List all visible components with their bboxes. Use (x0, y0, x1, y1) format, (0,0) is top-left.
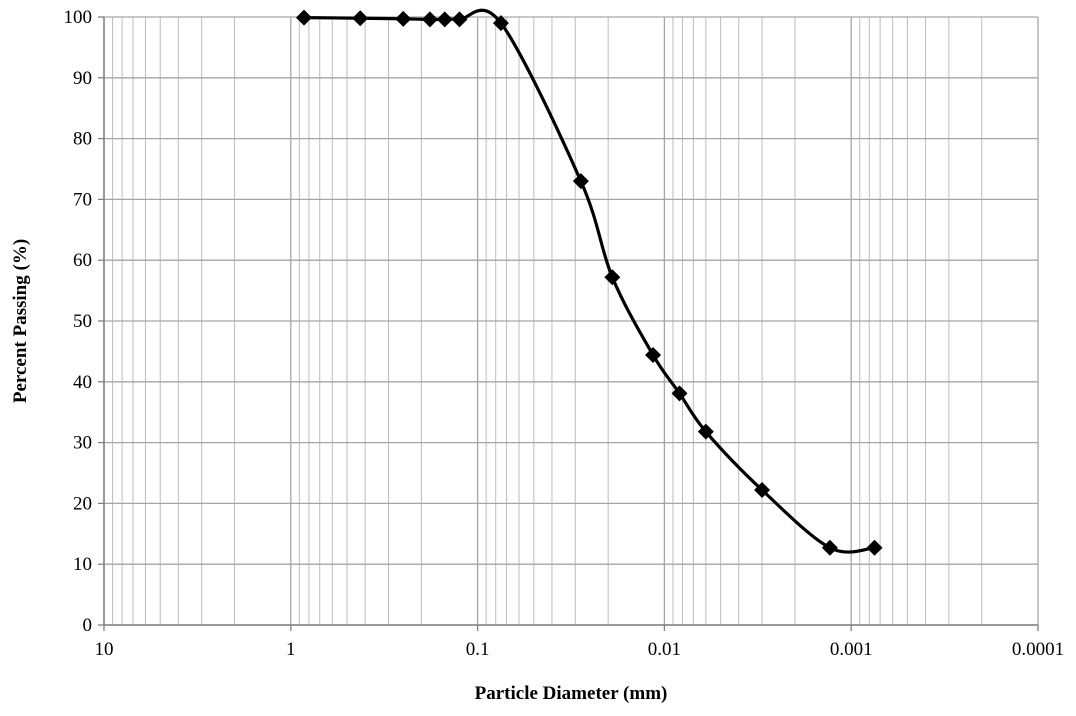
y-tick-label: 90 (73, 68, 92, 89)
data-point (697, 423, 714, 440)
y-tick-label: 100 (64, 7, 93, 28)
data-point (572, 173, 589, 190)
x-tick-labels: 10 1 0.1 0.01 0.001 0.0001 (95, 639, 1065, 660)
series-markers (295, 9, 883, 556)
y-tick-labels: 0 10 20 30 40 50 60 70 80 90 100 (64, 7, 93, 636)
data-point (451, 11, 468, 28)
data-point (421, 11, 438, 28)
axes (98, 16, 1039, 631)
data-point (295, 9, 312, 26)
grid (103, 16, 1039, 626)
y-tick-label: 10 (73, 554, 92, 575)
y-axis-title: Percent Passing (%) (10, 239, 31, 403)
data-point (645, 347, 662, 364)
x-tick-label: 0.001 (830, 639, 873, 660)
data-point (395, 10, 412, 27)
data-point (492, 15, 509, 32)
y-tick-label: 20 (73, 493, 92, 514)
y-tick-label: 70 (73, 189, 92, 210)
x-tick-label: 0.01 (648, 639, 681, 660)
y-tick-label: 30 (73, 433, 92, 454)
y-tick-label: 60 (73, 250, 92, 271)
data-point (821, 539, 838, 556)
y-tick-label: 0 (83, 615, 93, 636)
data-point (671, 385, 688, 402)
x-tick-label: 0.0001 (1012, 639, 1064, 660)
data-point (436, 11, 453, 28)
data-point (866, 539, 883, 556)
x-tick-label: 0.1 (466, 639, 490, 660)
x-tick-label: 10 (95, 639, 114, 660)
x-tick-label: 1 (286, 639, 296, 660)
data-point (754, 482, 771, 499)
data-point (604, 269, 621, 286)
series-line (303, 8, 875, 554)
x-axis-title: Particle Diameter (mm) (475, 683, 668, 704)
data-point (352, 10, 369, 27)
y-tick-label: 40 (73, 372, 92, 393)
y-tick-label: 50 (73, 311, 92, 332)
series-line-group (303, 8, 875, 554)
y-tick-label: 80 (73, 129, 92, 150)
